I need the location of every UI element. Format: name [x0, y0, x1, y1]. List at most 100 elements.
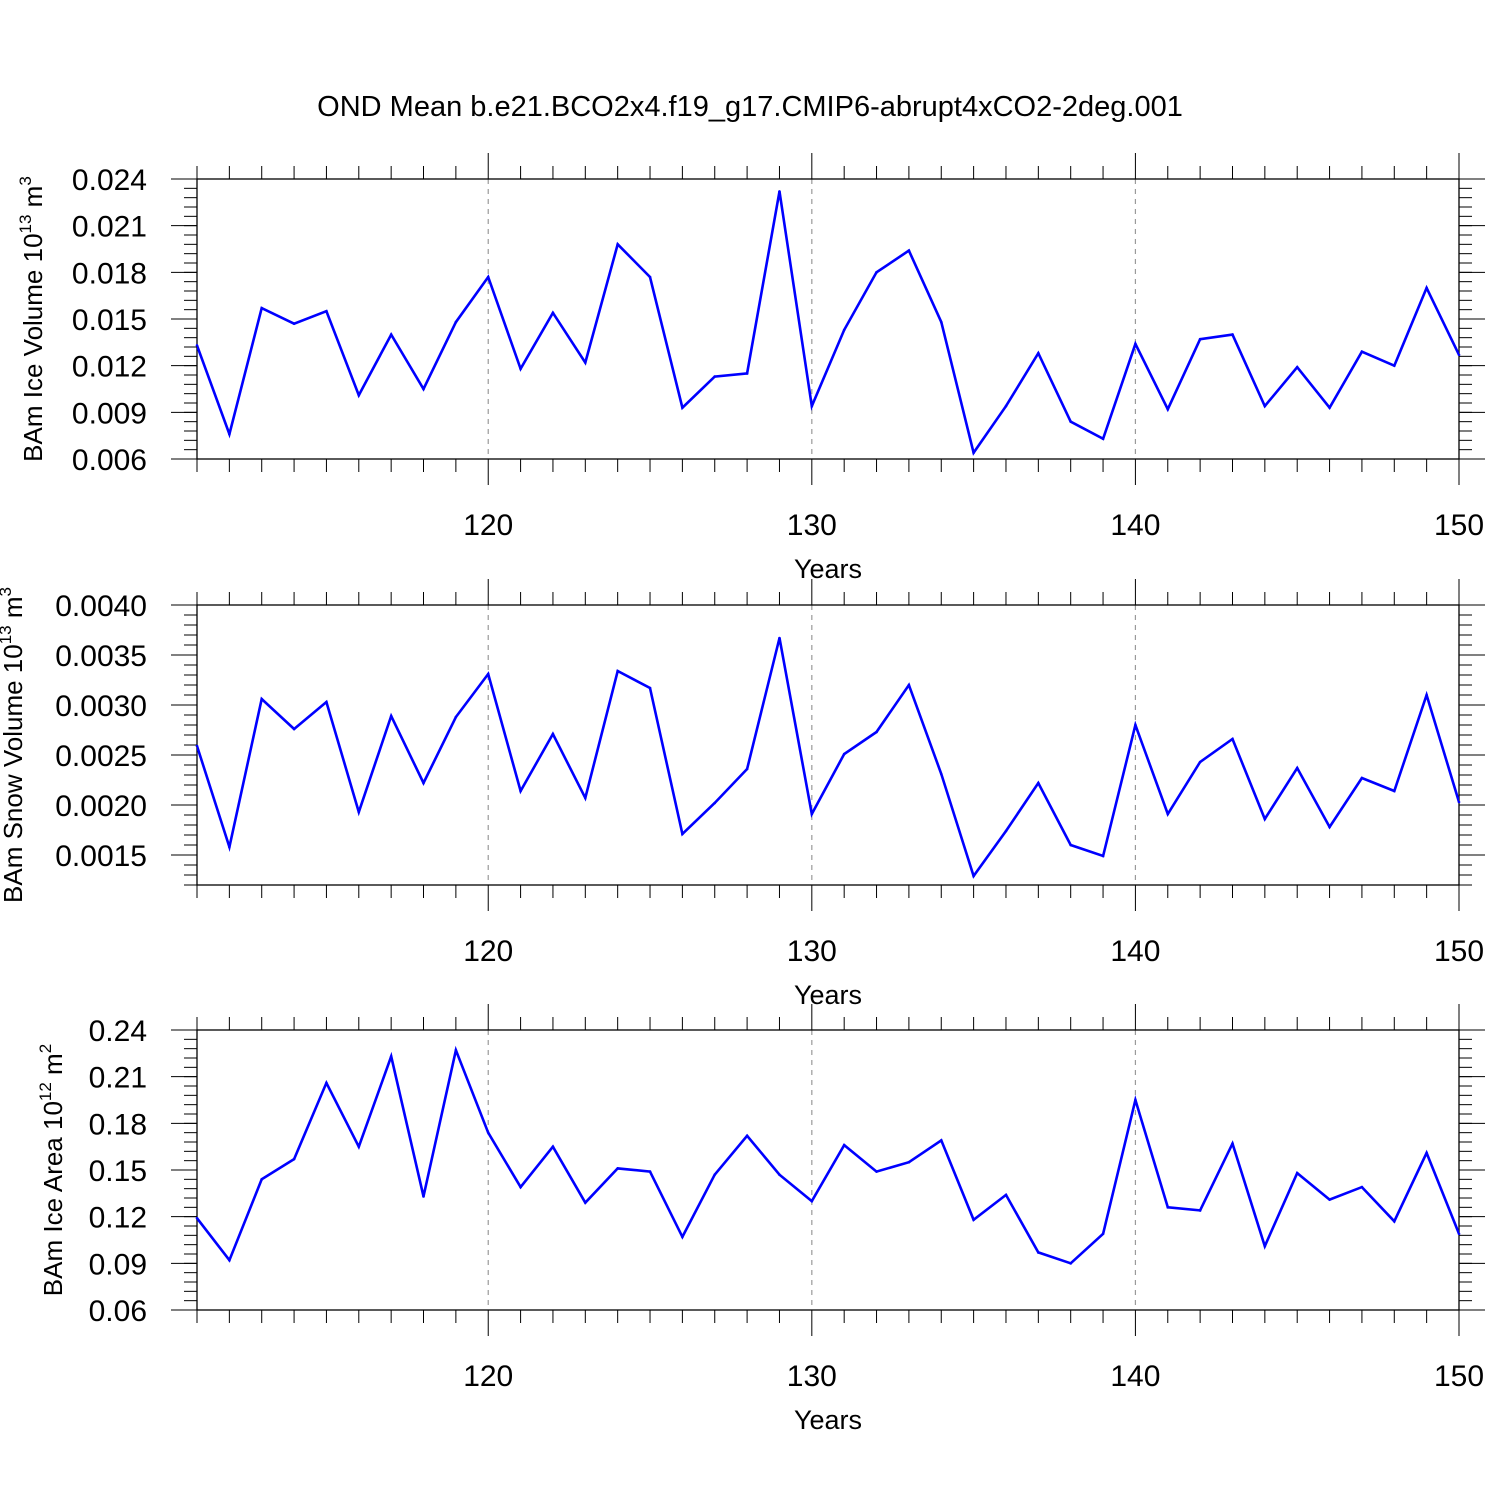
- data-point: [325, 309, 328, 313]
- data-point: [939, 320, 943, 324]
- data-point: [551, 1145, 555, 1148]
- data-point: [357, 393, 361, 397]
- data-point: [1101, 437, 1105, 441]
- y-tick-label: 0.06: [89, 1295, 147, 1328]
- data-point: [551, 732, 555, 736]
- data-point: [1101, 1232, 1105, 1236]
- data-point: [842, 328, 846, 332]
- data-series-line: [197, 1045, 1459, 1265]
- data-point: [907, 683, 911, 687]
- y-axis-label-superscript: 12: [36, 1082, 55, 1101]
- data-point: [325, 700, 328, 704]
- y-axis-label-superscript: 3: [16, 176, 35, 185]
- panels: 120 130 140 150 Years 0.006 0.009 0.012 0.015 0.0…: [0, 153, 1485, 1435]
- y-axis-label-part: BAm Snow Volume 10: [0, 644, 28, 903]
- data-point: [907, 249, 911, 252]
- data-point: [713, 375, 717, 378]
- data-point: [907, 1160, 911, 1164]
- data-point: [1101, 854, 1105, 858]
- x-tick-label: 120: [463, 935, 513, 968]
- data-point: [292, 322, 296, 325]
- data-point: [713, 1173, 717, 1176]
- y-tick-label: 0.018: [72, 257, 147, 290]
- chart-title: OND Mean b.e21.BCO2x4.f19_g17.CMIP6-abru…: [317, 91, 1183, 123]
- y-tick-label: 0.024: [72, 164, 147, 197]
- y-tick-label: 0.24: [89, 1015, 147, 1048]
- data-point: [228, 432, 231, 436]
- x-tick-label: 120: [463, 509, 513, 542]
- y-axis-label-part: BAm Ice Volume 10: [18, 233, 48, 461]
- data-point: [1360, 350, 1364, 353]
- y-axis-label-part: m: [38, 1053, 68, 1082]
- data-point: [810, 404, 814, 408]
- data-point: [1328, 825, 1331, 829]
- data-point: [1231, 737, 1234, 741]
- data-series-line: [197, 191, 1459, 456]
- data-point: [616, 243, 619, 246]
- data-point: [389, 714, 393, 718]
- data-point: [1457, 800, 1461, 804]
- y-tick-label: 0.0020: [55, 790, 147, 823]
- data-point: [648, 275, 652, 279]
- data-point: [519, 789, 522, 793]
- data-point: [1069, 1262, 1072, 1265]
- data-point: [1328, 1198, 1331, 1201]
- data-point: [778, 1173, 781, 1176]
- data-point: [1198, 1209, 1202, 1212]
- y-tick-label: 0.09: [89, 1248, 147, 1281]
- data-point: [681, 832, 684, 836]
- data-point: [486, 275, 490, 279]
- data-point: [389, 333, 393, 336]
- data-point: [939, 772, 943, 776]
- data-point: [519, 367, 522, 371]
- data-point: [810, 1199, 814, 1203]
- data-point: [1263, 1244, 1267, 1248]
- data-point: [195, 344, 199, 347]
- panel-3: 120 130 140 150 Years 0.06 0.09 0.12 0.15 0.18 0.2…: [36, 1004, 1485, 1435]
- x-tick-label: 150: [1434, 1360, 1484, 1393]
- data-point: [842, 1143, 846, 1147]
- data-point: [260, 1178, 264, 1181]
- data-point: [1360, 1185, 1364, 1189]
- y-tick-label: 0.0035: [55, 640, 147, 673]
- data-point: [584, 796, 587, 800]
- x-tick-label: 140: [1110, 935, 1160, 968]
- y-tick-label: 0.009: [72, 397, 147, 430]
- data-point: [1134, 1098, 1137, 1102]
- data-point: [875, 271, 878, 274]
- data-series-line: [197, 637, 1459, 879]
- data-point: [713, 801, 717, 805]
- x-axis-label: Years: [794, 1405, 862, 1435]
- data-point: [972, 874, 975, 878]
- data-point: [875, 730, 878, 734]
- y-tick-label: 0.015: [72, 304, 147, 337]
- data-point: [745, 767, 749, 771]
- data-point: [1392, 364, 1396, 367]
- data-point: [648, 686, 652, 690]
- data-point: [1295, 365, 1299, 369]
- y-axis-label-superscript: 13: [16, 215, 35, 234]
- y-tick-label: 0.0040: [55, 590, 147, 623]
- data-point: [1004, 1193, 1008, 1197]
- data-point: [778, 190, 781, 193]
- data-point: [195, 1216, 199, 1220]
- y-tick-label: 0.15: [89, 1155, 147, 1188]
- data-point: [1166, 407, 1170, 411]
- plot-frame: [196, 604, 1460, 886]
- y-tick-label: 0.18: [89, 1108, 147, 1141]
- data-point: [454, 715, 458, 719]
- data-point: [195, 744, 199, 748]
- x-tick-label: 130: [787, 1360, 837, 1393]
- x-tick-label: 130: [787, 509, 837, 542]
- data-point: [1457, 1232, 1461, 1236]
- data-point: [1392, 1220, 1396, 1223]
- panel-2: 120 130 140 150 Years 0.0015 0.0020 0.0025 0.003…: [0, 579, 1485, 1010]
- y-tick-label: 0.006: [72, 444, 147, 477]
- x-tick-label: 140: [1110, 1360, 1160, 1393]
- y-axis-label-superscript: 2: [36, 1044, 55, 1053]
- x-tick-label: 150: [1434, 509, 1484, 542]
- data-point: [1037, 351, 1040, 355]
- data-point: [1425, 1151, 1428, 1155]
- data-point: [1166, 812, 1170, 816]
